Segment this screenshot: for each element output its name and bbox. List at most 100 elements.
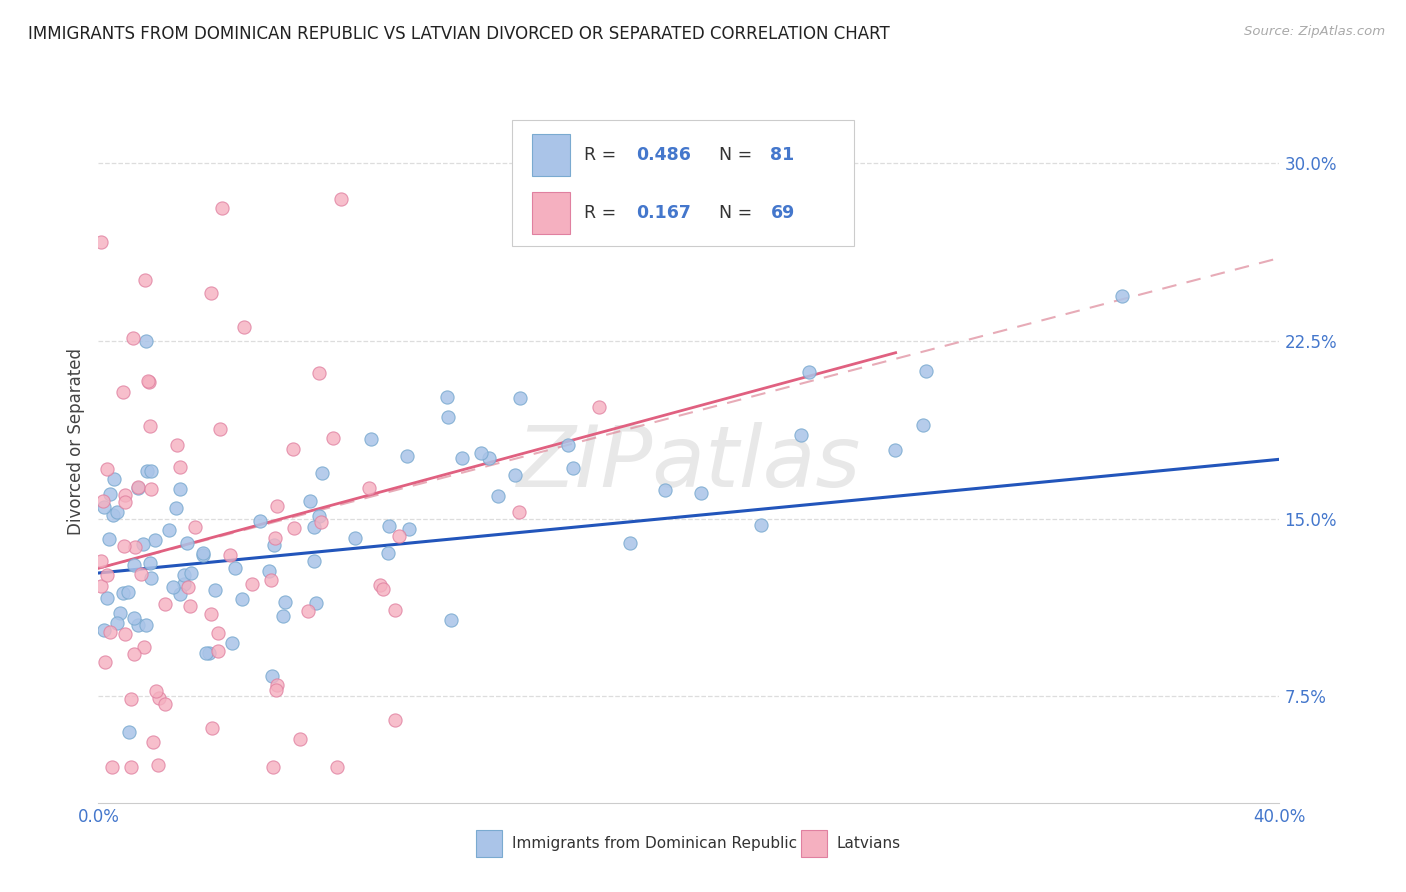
Point bbox=[139, 571, 162, 585]
Bar bbox=[801, 830, 827, 857]
Point bbox=[398, 522, 420, 536]
Point bbox=[139, 464, 162, 478]
Point bbox=[118, 724, 141, 739]
Point bbox=[378, 518, 401, 533]
Point bbox=[264, 682, 287, 697]
Point bbox=[114, 495, 136, 509]
Point bbox=[912, 418, 935, 433]
Point bbox=[311, 466, 333, 480]
FancyBboxPatch shape bbox=[512, 120, 855, 246]
Point bbox=[588, 401, 610, 415]
Point bbox=[193, 546, 215, 560]
Point bbox=[271, 608, 294, 623]
Text: N =: N = bbox=[707, 146, 758, 164]
Y-axis label: Divorced or Separated: Divorced or Separated bbox=[66, 348, 84, 535]
Point bbox=[124, 611, 146, 625]
Point bbox=[153, 697, 176, 711]
Point bbox=[249, 514, 271, 528]
Text: ZIPatlas: ZIPatlas bbox=[517, 422, 860, 505]
Point bbox=[96, 591, 118, 605]
Point bbox=[173, 567, 195, 582]
Point bbox=[263, 538, 285, 552]
Text: Latvians: Latvians bbox=[837, 837, 901, 852]
Point bbox=[191, 548, 214, 562]
Point bbox=[122, 331, 145, 345]
Point bbox=[274, 595, 297, 609]
Point bbox=[169, 482, 191, 496]
Point bbox=[200, 607, 222, 621]
Text: 0.167: 0.167 bbox=[636, 204, 690, 222]
Point bbox=[169, 460, 191, 475]
Point bbox=[135, 618, 157, 632]
Point bbox=[139, 557, 162, 571]
Point bbox=[114, 627, 136, 641]
Point bbox=[207, 644, 229, 658]
Point bbox=[440, 614, 463, 628]
Point bbox=[437, 409, 460, 424]
Point bbox=[180, 566, 202, 581]
Point bbox=[110, 606, 132, 620]
Point bbox=[93, 624, 115, 638]
Point bbox=[124, 541, 146, 555]
Point bbox=[260, 669, 283, 683]
Point bbox=[169, 587, 191, 601]
Point bbox=[283, 442, 305, 456]
Point bbox=[114, 488, 136, 502]
Point bbox=[131, 537, 153, 551]
Point bbox=[90, 235, 112, 249]
Point bbox=[93, 656, 115, 670]
Point bbox=[122, 648, 145, 662]
Point bbox=[127, 480, 149, 494]
Bar bbox=[477, 830, 502, 857]
Point bbox=[98, 487, 121, 501]
Point bbox=[509, 391, 531, 405]
Point bbox=[360, 433, 382, 447]
Point bbox=[93, 500, 115, 515]
Point bbox=[135, 464, 157, 478]
Point bbox=[436, 390, 458, 404]
Point bbox=[450, 451, 472, 466]
Point bbox=[231, 592, 253, 607]
Point bbox=[195, 646, 218, 660]
Point bbox=[266, 499, 288, 513]
Point bbox=[112, 539, 135, 553]
Point bbox=[322, 431, 344, 445]
Point bbox=[562, 460, 585, 475]
Point bbox=[257, 564, 280, 578]
Bar bbox=[531, 135, 569, 177]
Point bbox=[388, 529, 411, 543]
Point bbox=[377, 546, 399, 560]
Point bbox=[368, 577, 391, 591]
Point bbox=[120, 691, 142, 706]
Point bbox=[111, 384, 134, 399]
Point bbox=[166, 438, 188, 452]
Point bbox=[200, 286, 222, 301]
Point bbox=[127, 481, 149, 495]
Text: 69: 69 bbox=[770, 204, 794, 222]
Point bbox=[343, 531, 366, 545]
Point bbox=[384, 713, 406, 727]
Point bbox=[221, 636, 243, 650]
Point bbox=[90, 554, 112, 568]
Point bbox=[176, 536, 198, 550]
Point bbox=[557, 438, 579, 452]
Point bbox=[204, 583, 226, 598]
Point bbox=[201, 721, 224, 735]
Point bbox=[1111, 289, 1133, 303]
Point bbox=[153, 597, 176, 611]
Point bbox=[129, 566, 152, 581]
Point bbox=[259, 573, 281, 587]
Point bbox=[478, 450, 501, 465]
Point bbox=[508, 505, 530, 519]
Text: Source: ZipAtlas.com: Source: ZipAtlas.com bbox=[1244, 25, 1385, 38]
Point bbox=[162, 581, 184, 595]
Text: IMMIGRANTS FROM DOMINICAN REPUBLIC VS LATVIAN DIVORCED OR SEPARATED CORRELATION : IMMIGRANTS FROM DOMINICAN REPUBLIC VS LA… bbox=[28, 25, 890, 43]
Point bbox=[395, 449, 418, 463]
Point bbox=[101, 760, 124, 774]
Point bbox=[117, 585, 139, 599]
Point bbox=[799, 365, 821, 379]
Point bbox=[90, 579, 112, 593]
Point bbox=[93, 493, 115, 508]
Point bbox=[309, 516, 332, 530]
Point bbox=[304, 596, 326, 610]
